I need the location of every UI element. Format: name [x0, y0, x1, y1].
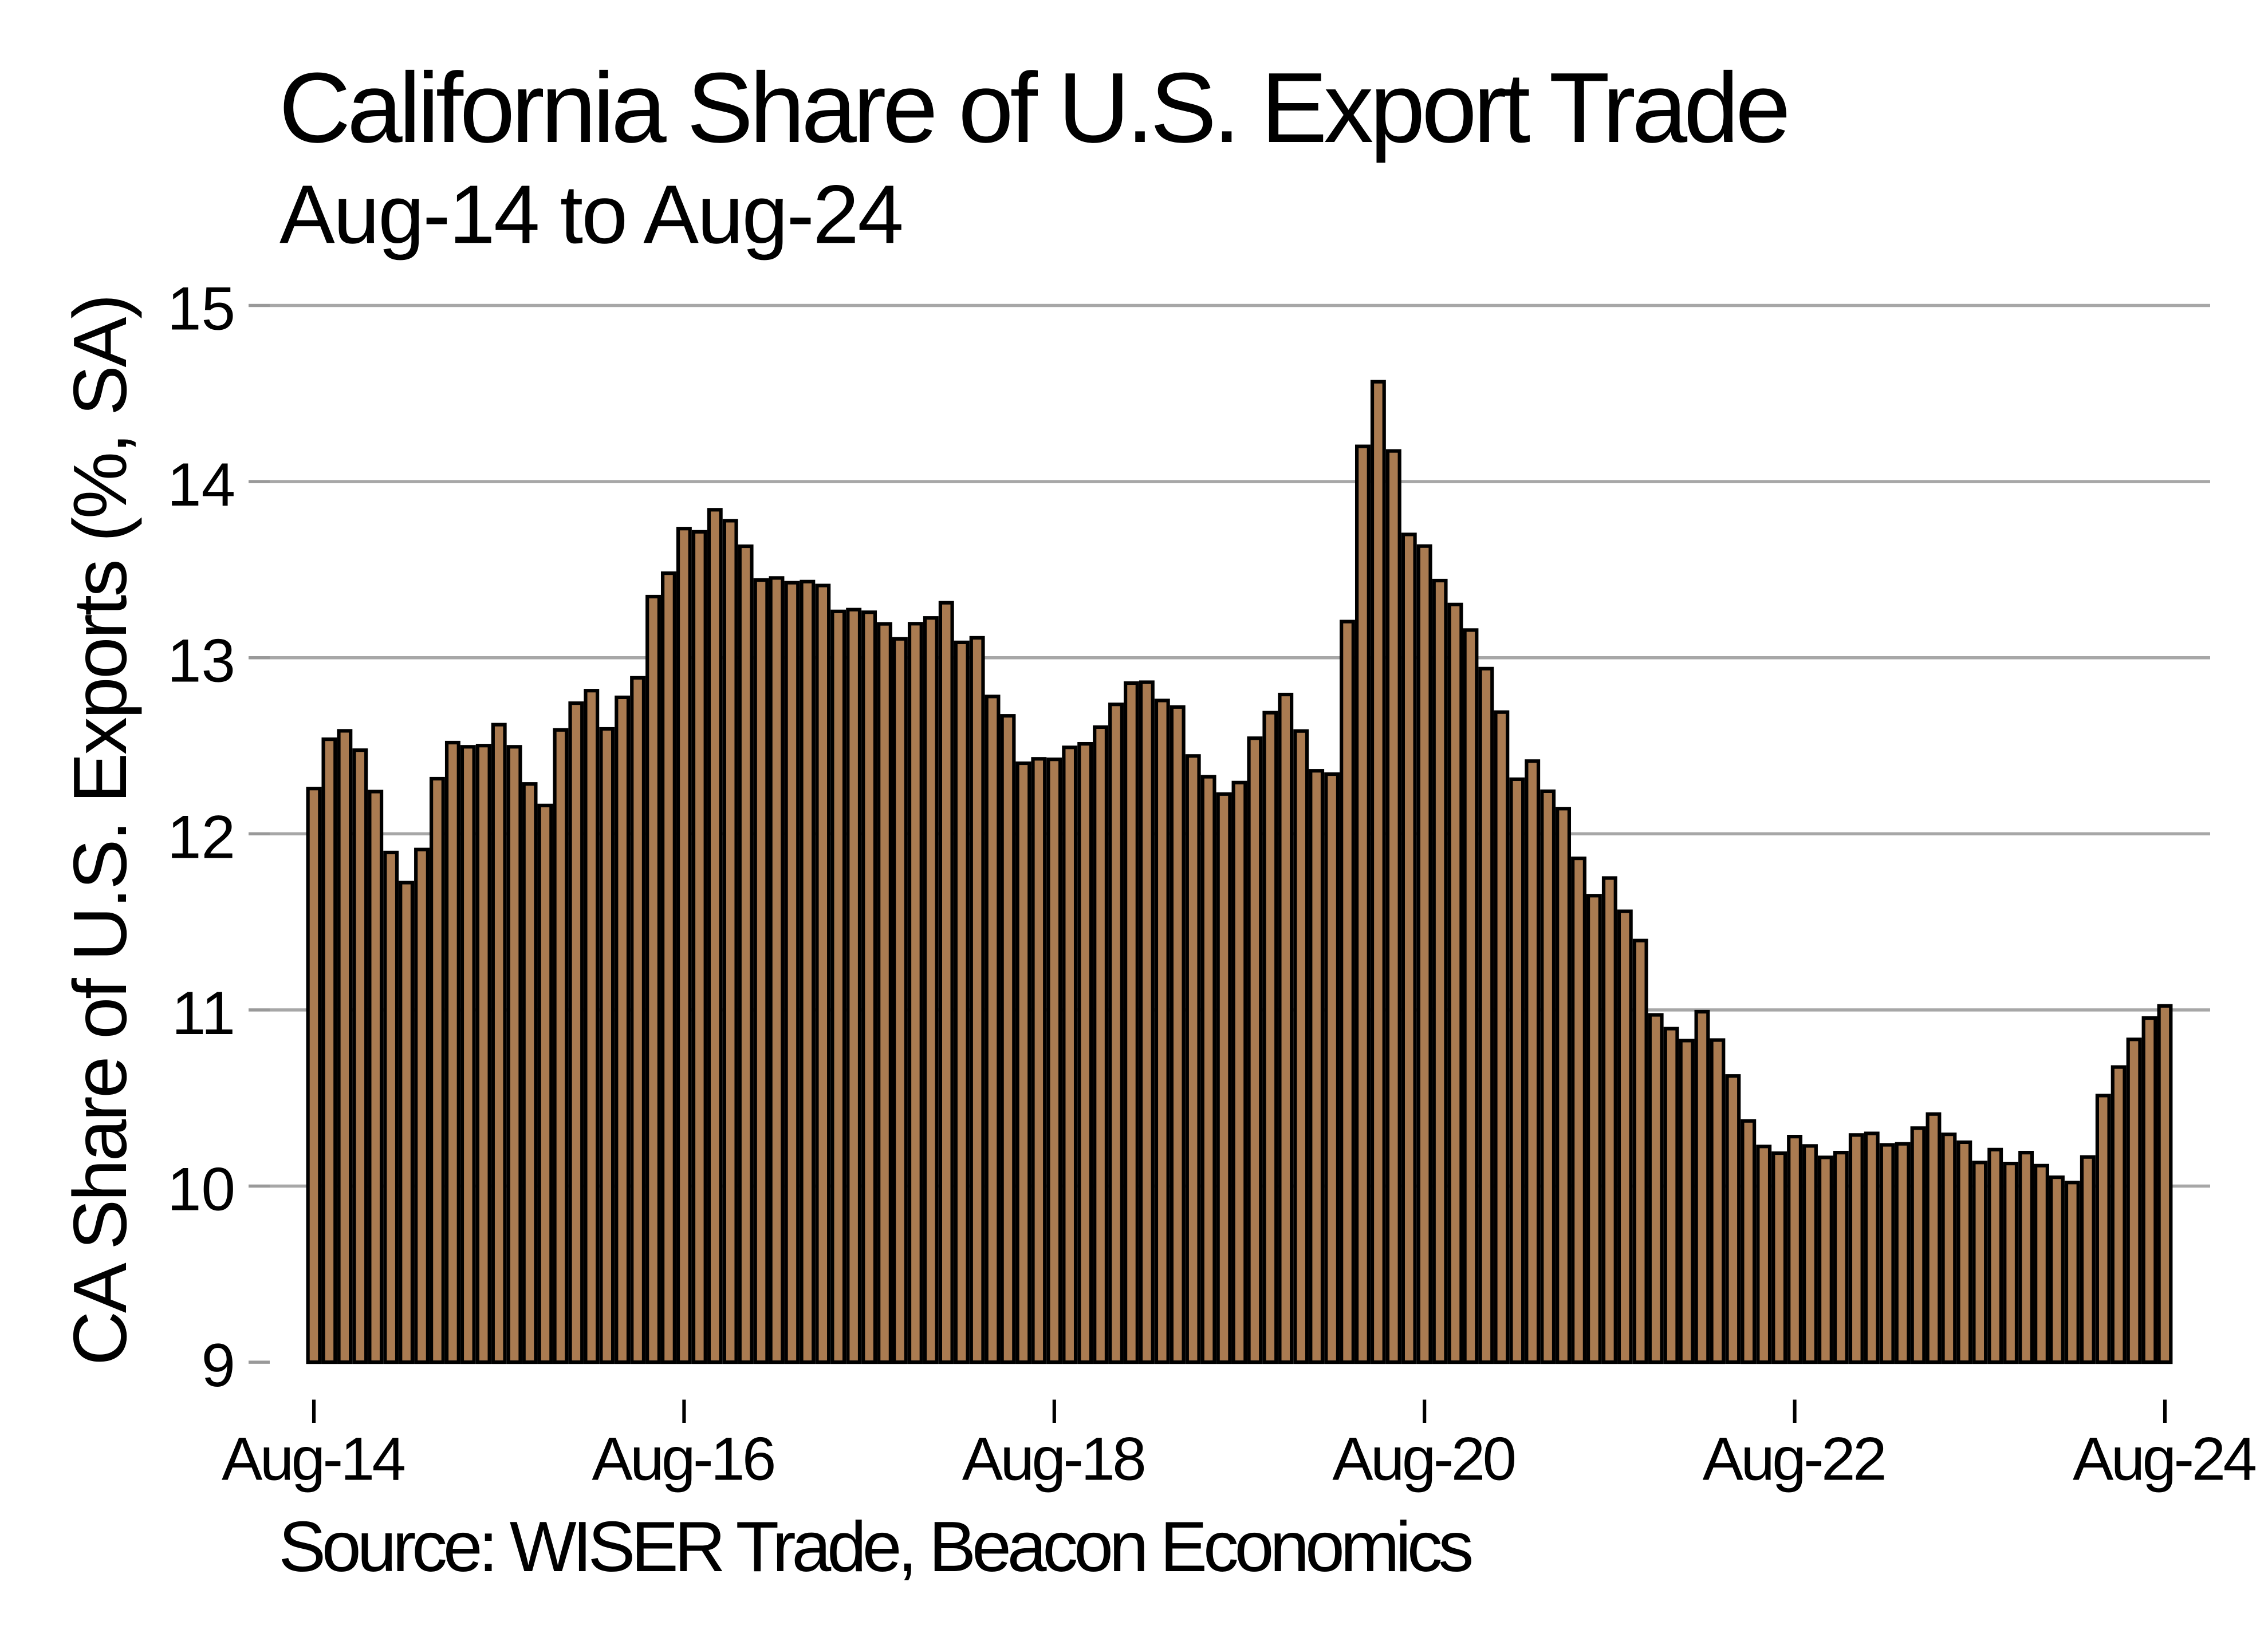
svg-text:Aug-14 to Aug-24: Aug-14 to Aug-24 — [279, 168, 904, 261]
svg-text:Aug-24: Aug-24 — [2073, 1425, 2257, 1493]
svg-text:9: 9 — [201, 1331, 235, 1399]
svg-text:13: 13 — [167, 626, 235, 695]
svg-text:Aug-14: Aug-14 — [222, 1425, 406, 1493]
svg-text:California Share of U.S. Expor: California Share of U.S. Export Trade — [279, 52, 1791, 163]
svg-text:15: 15 — [167, 274, 235, 343]
svg-text:10: 10 — [167, 1155, 235, 1224]
svg-text:14: 14 — [167, 450, 235, 519]
svg-text:12: 12 — [167, 802, 235, 871]
svg-text:Aug-22: Aug-22 — [1703, 1425, 1887, 1493]
svg-text:11: 11 — [172, 979, 235, 1047]
svg-text:Aug-16: Aug-16 — [592, 1425, 776, 1493]
svg-text:CA Share of U.S. Exports (%, S: CA Share of U.S. Exports (%, SA) — [58, 294, 142, 1366]
svg-text:Source: WISER Trade, Beacon Ec: Source: WISER Trade, Beacon Economics — [278, 1508, 1474, 1587]
svg-text:Aug-18: Aug-18 — [962, 1425, 1147, 1493]
svg-text:Aug-20: Aug-20 — [1332, 1425, 1517, 1493]
